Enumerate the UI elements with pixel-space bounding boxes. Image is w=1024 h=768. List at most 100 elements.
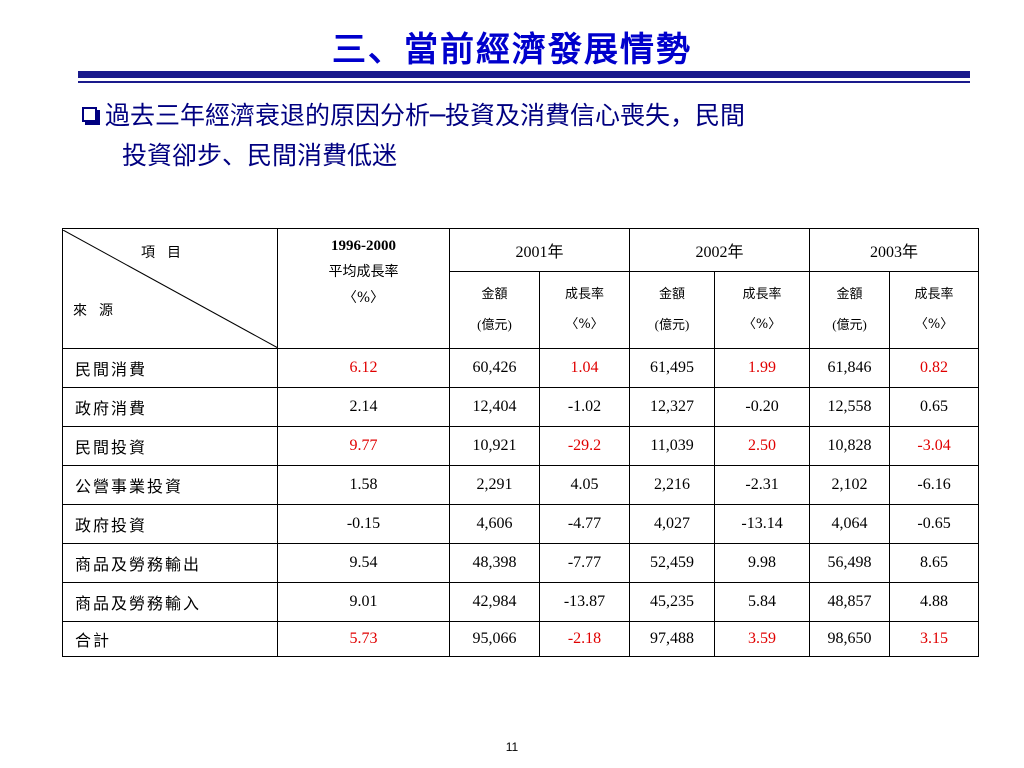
avg-years: 1996-2000 [331, 238, 396, 254]
growth-cell: 3.59 [714, 621, 811, 657]
amount-cell: 61,846 [809, 348, 891, 388]
row-label: 政府消費 [62, 387, 278, 427]
growth-cell: -3.04 [889, 426, 980, 466]
amount-cell: 12,558 [809, 387, 891, 427]
avg-growth-header: 1996-2000 平均成長率 〈%〉 [277, 228, 450, 349]
growth-cell: 4.88 [889, 582, 980, 622]
growth-cell: -29.2 [538, 426, 631, 466]
amount-cell: 42,984 [449, 582, 540, 622]
bullet-line-1: 過去三年經濟衰退的原因分析─投資及消費信心喪失，民間 [105, 101, 746, 130]
amount-cell: 11,039 [629, 426, 716, 466]
growth-cell: -0.65 [889, 504, 980, 544]
amount-header: 金額 (億元) [629, 271, 716, 349]
amount-cell: 48,398 [449, 543, 540, 583]
growth-cell: -2.31 [714, 465, 811, 505]
table-body: 民間消費 6.12 60,426 1.04 61,495 1.99 61,846 0.82 政府… [62, 348, 980, 657]
growth-cell: 0.65 [889, 387, 980, 427]
growth-cell: -0.20 [714, 387, 811, 427]
amount-cell: 97,488 [629, 621, 716, 657]
avg-growth-cell: -0.15 [277, 504, 450, 544]
diagonal-line [63, 229, 278, 348]
growth-cell: -13.87 [538, 582, 631, 622]
amount-cell: 61,495 [629, 348, 716, 388]
table-row: 公營事業投資 1.58 2,291 4.05 2,216 -2.31 2,102 -6.16 [62, 465, 980, 505]
amount-cell: 10,828 [809, 426, 891, 466]
amount-cell: 2,102 [809, 465, 891, 505]
growth-cell: -6.16 [889, 465, 980, 505]
table-row: 民間消費 6.12 60,426 1.04 61,495 1.99 61,846 0.82 [62, 348, 980, 388]
year-header-2001: 2001年 [448, 228, 631, 272]
row-label: 民間投資 [62, 426, 278, 466]
title-rule-thick [78, 71, 970, 78]
amount-cell: 95,066 [449, 621, 540, 657]
growth-cell: 0.82 [889, 348, 980, 388]
subheader-row: 金額 (億元) 成長率 〈%〉 金額 (億元) 成長率 〈%〉 金額 (億元) 成長率 〈%… [63, 271, 980, 349]
amount-cell: 4,606 [449, 504, 540, 544]
growth-cell: -4.77 [538, 504, 631, 544]
table-row: 合計 5.73 95,066 -2.18 97,488 3.59 98,650 3.15 [62, 621, 980, 657]
growth-cell: 2.50 [714, 426, 811, 466]
corner-item-label: 項目 [141, 244, 193, 261]
row-label: 政府投資 [62, 504, 278, 544]
amount-cell: 12,404 [449, 387, 540, 427]
growth-cell: 3.15 [889, 621, 980, 657]
year-header-2003: 2003年 [809, 228, 980, 272]
amount-header: 金額 (億元) [449, 271, 540, 349]
table-row: 商品及勞務輸入 9.01 42,984 -13.87 45,235 5.84 48,857 4… [62, 582, 980, 622]
avg-label: 平均成長率 [328, 264, 399, 280]
row-label: 商品及勞務輸出 [62, 543, 278, 583]
slide-title: 三、當前經濟發展情勢 [332, 30, 692, 70]
amount-cell: 10,921 [449, 426, 540, 466]
table-row: 商品及勞務輸出 9.54 48,398 -7.77 52,459 9.98 56,498 8.… [62, 543, 980, 583]
economic-data-table: 項目 來源 1996-2000 平均成長率 〈%〉 2001年 2002年 20… [62, 228, 980, 657]
amount-cell: 98,650 [809, 621, 891, 657]
table-row: 政府投資 -0.15 4,606 -4.77 4,027 -13.14 4,064 -0.65 [62, 504, 980, 544]
year-header-2002: 2002年 [629, 228, 811, 272]
growth-header: 成長率 〈%〉 [714, 271, 811, 349]
amount-cell: 4,064 [809, 504, 891, 544]
amount-cell: 48,857 [809, 582, 891, 622]
table-row: 政府消費 2.14 12,404 -1.02 12,327 -0.20 12,558 0.65 [62, 387, 980, 427]
growth-cell: -13.14 [714, 504, 811, 544]
table-row: 民間投資 9.77 10,921 -29.2 11,039 2.50 10,828 -3.04 [62, 426, 980, 466]
avg-growth-cell: 9.01 [277, 582, 450, 622]
title-rule-thin [78, 81, 970, 83]
amount-cell: 4,027 [629, 504, 716, 544]
avg-growth-cell: 5.73 [277, 621, 450, 657]
growth-cell: 4.05 [538, 465, 631, 505]
growth-cell: -1.02 [538, 387, 631, 427]
row-label: 商品及勞務輸入 [62, 582, 278, 622]
corner-source-label: 來源 [73, 302, 125, 319]
amount-cell: 2,216 [629, 465, 716, 505]
avg-growth-cell: 9.54 [277, 543, 450, 583]
growth-cell: 8.65 [889, 543, 980, 583]
amount-cell: 2,291 [449, 465, 540, 505]
growth-cell: 9.98 [714, 543, 811, 583]
row-label: 民間消費 [62, 348, 278, 388]
avg-growth-cell: 6.12 [277, 348, 450, 388]
amount-cell: 45,235 [629, 582, 716, 622]
row-label: 公營事業投資 [62, 465, 278, 505]
bullet-point: 過去三年經濟衰退的原因分析─投資及消費信心喪失，民間 投資卻步、民間消費低迷 [82, 96, 962, 176]
amount-cell: 52,459 [629, 543, 716, 583]
amount-cell: 60,426 [449, 348, 540, 388]
bullet-line-2: 投資卻步、民間消費低迷 [122, 141, 398, 170]
growth-cell: 1.04 [538, 348, 631, 388]
amount-cell: 56,498 [809, 543, 891, 583]
avg-growth-cell: 9.77 [277, 426, 450, 466]
row-label: 合計 [62, 621, 278, 657]
avg-unit: 〈%〉 [342, 290, 385, 306]
amount-header: 金額 (億元) [809, 271, 891, 349]
avg-growth-cell: 2.14 [277, 387, 450, 427]
avg-growth-cell: 1.58 [277, 465, 450, 505]
growth-cell: -7.77 [538, 543, 631, 583]
growth-cell: 1.99 [714, 348, 811, 388]
growth-cell: 5.84 [714, 582, 811, 622]
page-number: 11 [505, 740, 519, 754]
square-bullet-icon [82, 107, 97, 122]
growth-cell: -2.18 [538, 621, 631, 657]
corner-header-cell: 項目 來源 [62, 228, 278, 349]
growth-header: 成長率 〈%〉 [889, 271, 980, 349]
amount-cell: 12,327 [629, 387, 716, 427]
growth-header: 成長率 〈%〉 [538, 271, 631, 349]
